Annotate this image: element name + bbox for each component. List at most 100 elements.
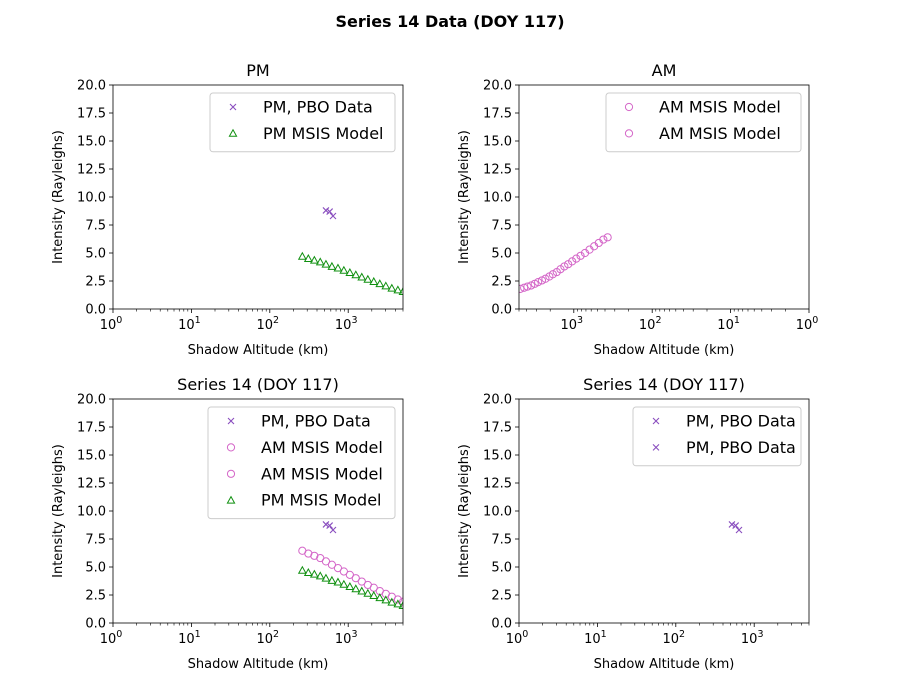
data-point	[603, 233, 612, 242]
x-axis-label: Shadow Altitude (km)	[188, 657, 329, 672]
legend-marker	[226, 495, 236, 504]
plot-frame	[112, 398, 404, 624]
y-tick-label: 7.5	[491, 219, 512, 234]
data-point	[345, 267, 355, 276]
y-tick-label: 0.0	[491, 617, 512, 632]
y-tick-label: 0.0	[491, 303, 512, 318]
x-tick-label: 103	[561, 315, 584, 333]
y-tick-label: 17.5	[77, 107, 106, 122]
y-tick-label: 12.5	[77, 163, 106, 178]
legend-marker	[228, 128, 238, 137]
data-point	[327, 261, 337, 270]
y-tick-label: 15.0	[483, 449, 512, 464]
data-points	[519, 233, 612, 293]
x-tick-base: 10	[335, 318, 352, 333]
x-tick-label: 103	[741, 629, 764, 647]
data-point	[534, 278, 543, 287]
subplot-3: Series 14 (DOY 117) 0.0 2.5 5.0 7.5 10.0 12.5 1…	[51, 375, 404, 672]
legend-box	[209, 92, 396, 153]
data-point	[327, 560, 337, 569]
data-point	[297, 565, 307, 574]
y-tick-label: 0.0	[85, 617, 106, 632]
legend-box	[207, 406, 396, 520]
legend-label: PM, PBO Data	[686, 412, 796, 431]
data-point	[351, 584, 361, 593]
data-point	[381, 595, 391, 604]
x-tick-exponent: 0	[116, 629, 122, 640]
x-axis-label: Shadow Altitude (km)	[594, 657, 735, 672]
legend-label: PM, PBO Data	[261, 412, 371, 431]
data-point	[329, 212, 337, 220]
legend: PM, PBO Data AM MSIS Model AM MSIS Model PM…	[207, 406, 396, 520]
legend-label: PM, PBO Data	[263, 98, 373, 117]
x-tick-label: 101	[178, 629, 201, 647]
y-tick-label: 17.5	[483, 421, 512, 436]
legend-box	[632, 406, 802, 467]
legend: PM, PBO Data PM, PBO Data	[632, 406, 802, 467]
data-point	[345, 581, 355, 590]
x-tick-label: 101	[584, 629, 607, 647]
subplot-title: AM	[652, 61, 677, 80]
legend-marker	[624, 129, 634, 138]
y-tick-label: 7.5	[85, 219, 106, 234]
data-points	[297, 521, 403, 610]
plot-frame	[112, 84, 404, 310]
x-tick-exponent: 2	[679, 629, 685, 640]
x-axis-label: Shadow Altitude (km)	[188, 343, 329, 358]
y-axis-label: Intensity (Rayleighs)	[457, 444, 472, 578]
x-tick-exponent: 1	[195, 629, 201, 640]
x-tick-base: 10	[663, 632, 680, 647]
data-points	[728, 521, 743, 534]
data-point	[387, 597, 397, 606]
legend-marker	[226, 443, 236, 452]
plot-frame	[518, 84, 810, 310]
y-tick-label: 5.0	[491, 247, 512, 262]
x-tick-base: 10	[741, 632, 758, 647]
x-tick-exponent: 2	[273, 315, 279, 326]
legend: AM MSIS Model AM MSIS Model	[605, 92, 802, 153]
y-tick-label: 5.0	[491, 561, 512, 576]
data-point	[326, 522, 334, 529]
subplot-title: PM	[246, 61, 269, 80]
x-tick-base: 10	[257, 318, 274, 333]
data-point	[363, 588, 373, 597]
y-tick-label: 7.5	[85, 533, 106, 548]
y-tick-label: 15.0	[483, 135, 512, 150]
data-point	[398, 601, 403, 610]
y-tick-label: 7.5	[491, 533, 512, 548]
data-point	[339, 265, 349, 274]
data-point	[322, 207, 330, 214]
data-point	[393, 599, 403, 608]
data-point	[327, 575, 337, 584]
y-tick-label: 20.0	[483, 79, 512, 94]
data-point	[369, 276, 379, 285]
data-point	[732, 522, 740, 529]
legend-marker	[229, 103, 237, 111]
x-tick-exponent: 0	[522, 629, 528, 640]
y-tick-label: 17.5	[77, 421, 106, 436]
data-point	[329, 526, 337, 534]
y-tick-label: 12.5	[483, 477, 512, 492]
x-tick-exponent: 3	[351, 315, 357, 326]
legend-label: PM MSIS Model	[261, 491, 382, 510]
x-tick-label: 100	[796, 315, 819, 333]
data-point	[315, 257, 325, 266]
data-point	[548, 270, 557, 279]
legend-marker	[624, 102, 634, 112]
data-points	[297, 207, 403, 296]
data-point	[351, 270, 361, 279]
data-point	[357, 272, 367, 281]
x-tick-base: 10	[257, 632, 274, 647]
data-point	[310, 551, 319, 560]
x-axis-label: Shadow Altitude (km)	[594, 343, 735, 358]
x-tick-exponent: 0	[116, 315, 122, 326]
x-tick-base: 10	[178, 632, 195, 647]
y-tick-label: 20.0	[77, 393, 106, 408]
y-tick-label: 2.5	[491, 589, 512, 604]
data-point	[339, 567, 348, 576]
x-tick-base: 10	[178, 318, 195, 333]
y-axis-label: Intensity (Rayleighs)	[51, 444, 66, 578]
legend-box	[605, 92, 802, 153]
data-point	[363, 274, 373, 283]
